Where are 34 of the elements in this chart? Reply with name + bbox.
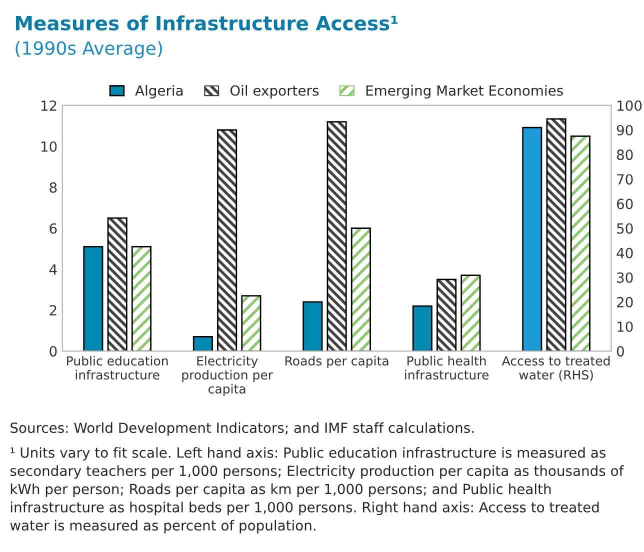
y-tick-label: 8 [50, 182, 57, 193]
y2-tick-label: 70 [617, 174, 633, 185]
chart-subtitle: (1990s Average) [16, 40, 162, 58]
y2-tick-label: 0 [616, 346, 624, 357]
legend-label: Algeria [135, 85, 183, 98]
text: ¹ Units vary to fit scale. Left hand axis: Public education infrastructure is measured as secondary teachers per 1,000 persons; Electricity production per capita as thousands of kWh per person; Roads per capita as km per 1,000 persons; and Public health infrastructure as hospital beds per 1,000 persons. Right hand axis: Access to treated water is measured as percent of population. [10, 447, 624, 534]
y2-tick-label: 80 [616, 150, 633, 160]
y2-tick-label: 10 [618, 321, 633, 332]
y-tick-label: 12 [41, 100, 56, 111]
y2-tick-label: 40 [616, 248, 633, 258]
y-tick-label: 10 [41, 141, 57, 152]
y2-tick-label: 90 [616, 124, 633, 136]
y2-tick-label: 30 [617, 272, 633, 283]
legend-label: Oil exporters [230, 85, 319, 98]
y-tick-label: 2 [50, 305, 56, 316]
chart-title: Measures of Infrastructure Access¹ [16, 15, 398, 30]
y-tick-label: 4 [49, 264, 57, 274]
x-tick-label: Electricity production per capita [182, 356, 273, 396]
y2-tick-label: 100 [618, 100, 642, 111]
bar [412, 305, 432, 352]
x-tick-label: Roads per capita [285, 356, 388, 368]
bar [192, 336, 213, 352]
source-note: Sources: World Development Indicators; and IMF staff calculations. [10, 422, 474, 436]
legend-label: Emerging Market Economies [366, 85, 563, 98]
bar [83, 246, 104, 352]
y2-tick-label: 50 [617, 223, 633, 234]
y2-tick-label: 20 [617, 296, 633, 308]
y-tick-label: 0 [50, 346, 57, 357]
y2-tick-label: 60 [616, 198, 633, 210]
x-tick-label: Public education infrastructure [67, 356, 168, 380]
x-tick-label: Public health infrastructure [405, 356, 489, 380]
bar [302, 301, 323, 352]
x-tick-label: Access to treated water (RHS) [502, 356, 610, 382]
y-tick-label: 6 [50, 223, 57, 234]
